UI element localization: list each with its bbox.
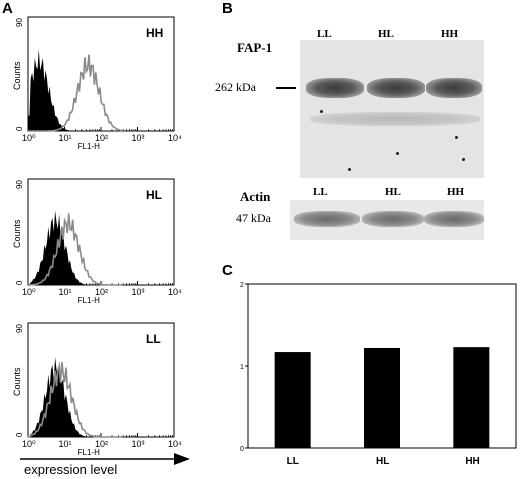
x-tick-label: 10⁰ <box>22 439 36 449</box>
sample-histogram-line <box>27 213 123 286</box>
actin-lane-label-hl: HL <box>385 186 401 198</box>
actin-band-ll <box>294 211 360 227</box>
x-tick-label: 10² <box>95 439 108 449</box>
x-tick-label: 10⁴ <box>168 133 182 143</box>
x-tick-label: 10³ <box>132 287 145 297</box>
y-tick-label: 90 <box>15 180 24 189</box>
bar-ll <box>274 352 311 448</box>
x-tick-label-ll: LL <box>287 456 299 467</box>
blot-speck <box>348 168 351 171</box>
actin-lane-label-hh: HH <box>447 186 465 198</box>
blot-speck <box>320 110 323 113</box>
x-axis-label: FL1-H <box>78 448 100 457</box>
fap1-band-ll <box>306 78 364 98</box>
y-tick-label: 90 <box>15 324 24 333</box>
blot-speck <box>455 136 458 139</box>
x-tick-label: 10⁰ <box>22 287 36 297</box>
histogram-label: HL <box>146 188 162 202</box>
fap-lane-label-hl: HL <box>378 28 394 40</box>
actin-lane-label-ll: LL <box>313 186 328 198</box>
flow-histograms: 0 90 Counts 10⁰ 10¹ 10² 10³ 10⁴ FL1-H HH 0 90 Counts… <box>12 16 182 457</box>
fap1-label: FAP-1 <box>237 40 273 55</box>
y-tick-label: 0 <box>240 446 244 453</box>
x-tick-label: 10³ <box>132 133 145 143</box>
y-axis-label: Counts <box>12 219 22 248</box>
histogram-label: HH <box>146 26 163 40</box>
y-tick-label: 1 <box>240 364 244 371</box>
x-tick-label: 10⁴ <box>168 439 182 449</box>
x-tick-label: 10⁰ <box>22 133 36 143</box>
x-tick-label: 10¹ <box>59 133 72 143</box>
panel-label-c: C <box>222 262 233 279</box>
control-histogram-fill <box>28 357 123 437</box>
x-axis-label: FL1-H <box>78 142 100 151</box>
actin-size-label: 47 kDa <box>236 211 271 225</box>
x-axis-label: FL1-H <box>78 296 100 305</box>
x-tick-label: 10¹ <box>59 287 72 297</box>
blot-smear <box>310 112 480 126</box>
actin-band-hh <box>424 211 484 227</box>
x-tick-label: 10¹ <box>59 439 72 449</box>
histogram-label: LL <box>146 332 161 346</box>
x-tick-label: 10³ <box>132 439 145 449</box>
histogram-hh: 0 90 Counts 10⁰ 10¹ 10² 10³ 10⁴ FL1-H HH <box>12 16 182 151</box>
sample-histogram-line <box>28 54 124 132</box>
bar-hh <box>453 347 490 448</box>
y-axis-label: Counts <box>12 367 22 396</box>
fap1-band-hh <box>426 78 482 98</box>
fap1-band-hl <box>367 78 425 98</box>
blot-speck <box>462 158 465 161</box>
band-marker-line <box>276 87 296 89</box>
control-histogram-fill <box>28 49 123 131</box>
expression-level-label: expression level <box>24 462 118 477</box>
y-tick-label: 0 <box>15 126 24 131</box>
sample-histogram-line <box>27 361 123 438</box>
actin-band-hl <box>362 211 424 227</box>
histogram-ll: 0 90 Counts 10⁰ 10¹ 10² 10³ 10⁴ FL1-H LL <box>12 322 182 457</box>
y-tick-label: 0 <box>15 280 24 285</box>
blot-speck <box>396 152 399 155</box>
fap1-size-label: 262 kDa <box>215 80 256 94</box>
x-tick-label: 10² <box>95 287 108 297</box>
control-histogram-fill <box>28 210 123 285</box>
x-tick-label-hh: HH <box>465 456 479 467</box>
y-tick-label: 0 <box>15 432 24 437</box>
histogram-hl: 0 90 Counts 10⁰ 10¹ 10² 10³ 10⁴ FL1-H HL <box>12 178 182 305</box>
panel-label-b: B <box>222 0 233 17</box>
x-tick-label: 10⁴ <box>168 287 182 297</box>
fap-lane-label-hh: HH <box>441 28 459 40</box>
fap1-blot-image <box>300 40 484 178</box>
fap-lane-label-ll: LL <box>317 28 332 40</box>
x-tick-label-hl: HL <box>376 456 389 467</box>
x-tick-label: 10² <box>95 133 108 143</box>
y-tick-label: 90 <box>15 18 24 27</box>
y-tick-label: 2 <box>240 282 244 289</box>
bar-chart: 0 1 2 LL HL HH <box>240 282 517 467</box>
actin-blot-image <box>290 200 484 240</box>
actin-label: Actin <box>240 189 271 204</box>
bar-hl <box>364 347 400 448</box>
panel-label-a: A <box>2 0 13 17</box>
y-axis-label: Counts <box>12 61 22 90</box>
expression-arrow-icon <box>20 453 190 465</box>
